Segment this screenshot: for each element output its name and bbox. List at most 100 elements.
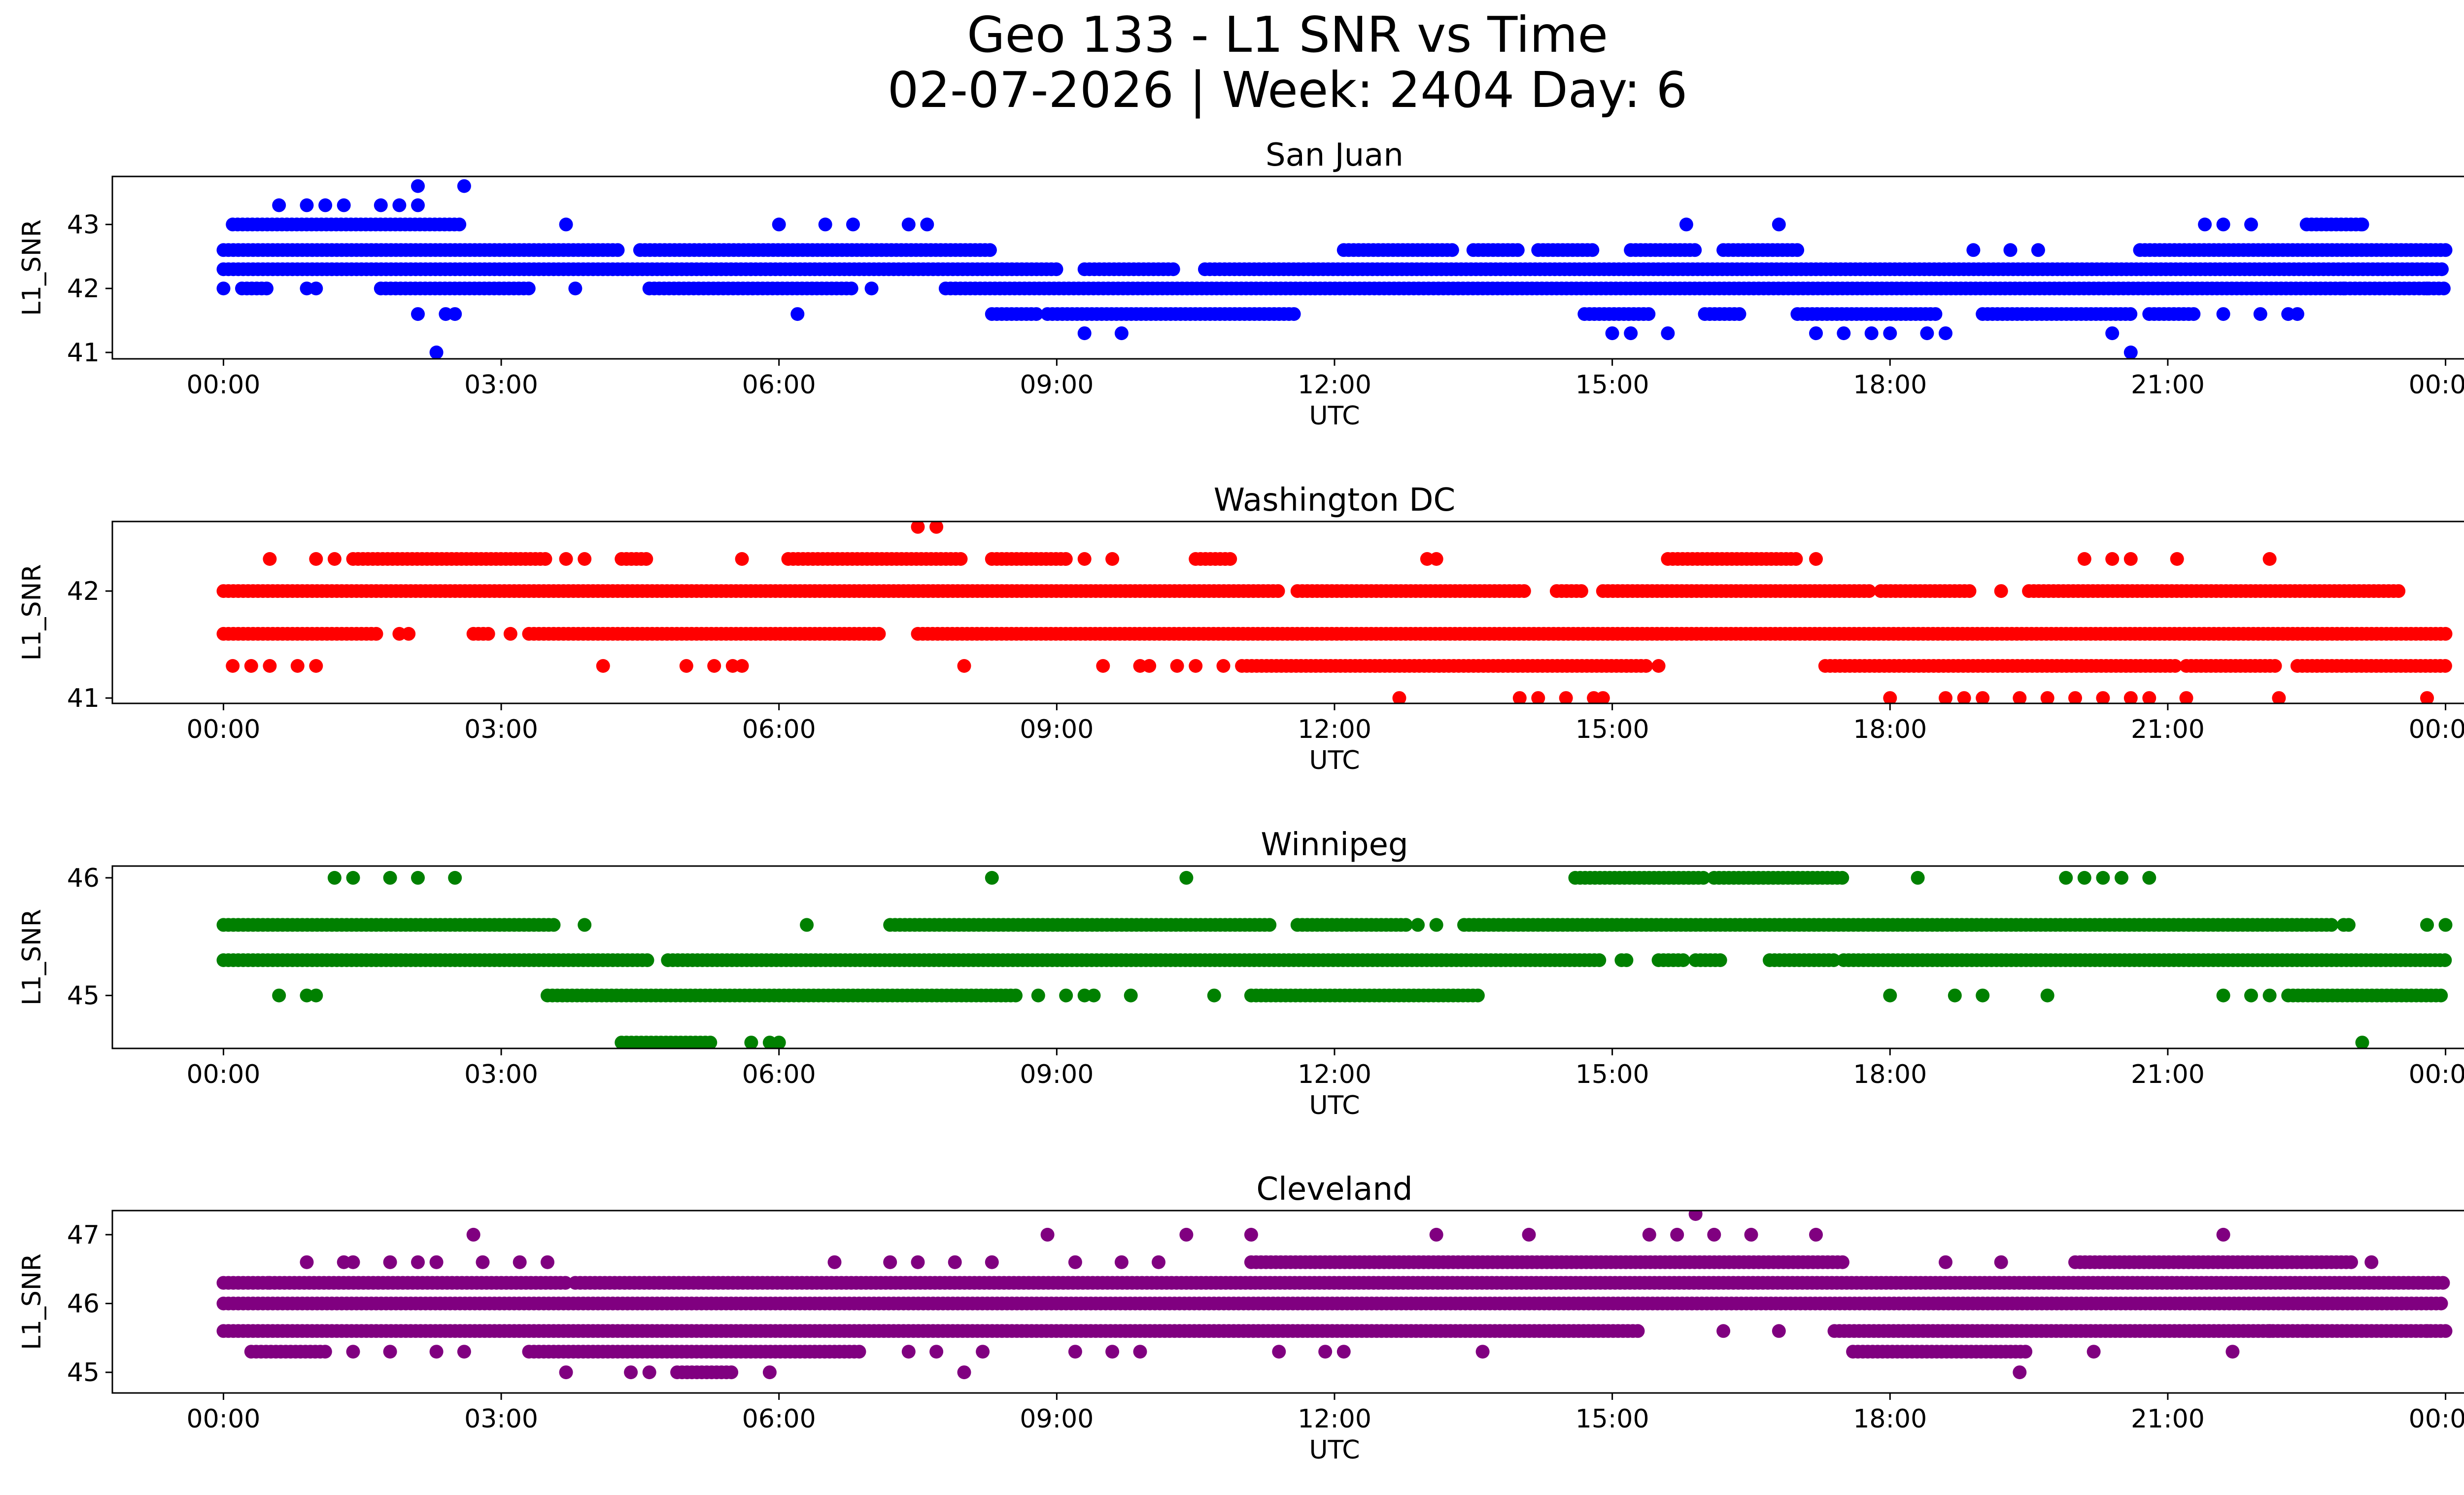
washington-dc-data-point bbox=[1957, 691, 1971, 703]
san-juan-band-4-6 bbox=[2142, 307, 2201, 321]
washington-dc-band-0-5 bbox=[2022, 584, 2406, 598]
san-juan-data-point bbox=[2435, 262, 2449, 277]
washington-dc-data-point bbox=[1223, 552, 1237, 566]
washington-dc-data-point bbox=[2123, 691, 2138, 703]
san-juan-data-point bbox=[2105, 326, 2120, 341]
winnipeg-data-point bbox=[1087, 988, 1101, 1003]
san-juan-xtick-label: 18:00 bbox=[1853, 370, 1927, 400]
san-juan-data-point bbox=[260, 281, 274, 296]
washington-dc-data-point bbox=[1170, 659, 1184, 673]
san-juan-data-point bbox=[846, 217, 860, 232]
washington-dc-markers bbox=[216, 522, 2453, 703]
washington-dc-data-point bbox=[2040, 691, 2054, 703]
san-juan-data-point bbox=[559, 217, 573, 232]
winnipeg-data-point bbox=[2096, 870, 2110, 885]
san-juan-data-point bbox=[1679, 217, 1693, 232]
washington-dc-band-3-1 bbox=[1818, 659, 2182, 673]
san-juan-data-point bbox=[452, 217, 467, 232]
washington-dc-xtick-label: 09:00 bbox=[1020, 715, 1094, 744]
winnipeg-band-1-2 bbox=[1614, 953, 1634, 967]
washington-dc-band-3-0 bbox=[1235, 659, 1653, 673]
winnipeg-data-point bbox=[1696, 870, 1711, 885]
san-juan-data-point bbox=[1605, 326, 1619, 341]
san-juan-band-4-1 bbox=[1040, 307, 1301, 321]
san-juan-data-point bbox=[1445, 243, 1459, 257]
winnipeg-data-point bbox=[744, 1036, 758, 1048]
washington-dc-data-point bbox=[872, 626, 886, 641]
washington-dc-data-point bbox=[2123, 552, 2138, 566]
washington-dc-data-point bbox=[402, 626, 416, 641]
winnipeg-band-0-4 bbox=[2336, 918, 2356, 932]
winnipeg-data-point bbox=[2216, 988, 2230, 1003]
san-juan-xlabel: UTC bbox=[1309, 401, 1360, 431]
washington-dc-data-point bbox=[1883, 691, 1897, 703]
washington-dc-data-point bbox=[1517, 584, 1531, 598]
washington-dc-data-point bbox=[1512, 691, 1527, 703]
winnipeg-data-point bbox=[2077, 870, 2091, 885]
san-juan-data-point bbox=[448, 307, 462, 321]
washington-dc-data-point bbox=[2168, 659, 2182, 673]
winnipeg-band-0-0 bbox=[216, 918, 561, 932]
san-juan-data-point bbox=[1772, 217, 1786, 232]
winnipeg-data-point bbox=[547, 918, 561, 932]
winnipeg-data-point bbox=[2438, 918, 2453, 932]
washington-dc-data-point bbox=[2096, 691, 2110, 703]
winnipeg-band-1-6 bbox=[1837, 953, 2452, 967]
san-juan-data-point bbox=[429, 346, 444, 359]
san-juan-band-0-1 bbox=[633, 243, 997, 257]
winnipeg-data-point bbox=[1592, 953, 1607, 967]
washington-dc-data-point bbox=[707, 659, 721, 673]
washington-dc-data-point bbox=[244, 659, 258, 673]
winnipeg-data-point bbox=[1399, 918, 1413, 932]
san-juan-data-point bbox=[1790, 243, 1805, 257]
san-juan-xtick-label: 00:00 bbox=[2409, 370, 2464, 400]
san-juan-data-point bbox=[457, 179, 471, 193]
san-juan-data-point bbox=[2336, 281, 2351, 296]
washington-dc-data-point bbox=[1096, 659, 1110, 673]
san-juan-data-point bbox=[337, 198, 351, 212]
washington-dc-band-1-1 bbox=[466, 626, 495, 641]
winnipeg-data-point bbox=[2341, 918, 2356, 932]
washington-dc-data-point bbox=[538, 552, 552, 566]
washington-dc-data-point bbox=[1574, 584, 1588, 598]
washington-dc-data-point bbox=[1559, 691, 1573, 703]
washington-dc-ytick-label: 42 bbox=[67, 577, 100, 606]
san-juan-data-point bbox=[1966, 243, 1981, 257]
san-juan-data-point bbox=[1661, 326, 1675, 341]
winnipeg-data-point bbox=[2244, 988, 2258, 1003]
winnipeg-data-point bbox=[2420, 918, 2434, 932]
winnipeg-band-0-2 bbox=[1290, 918, 1413, 932]
washington-dc-data-point bbox=[2142, 691, 2156, 703]
washington-dc-data-point bbox=[1531, 691, 1545, 703]
washington-dc-data-point bbox=[1105, 552, 1120, 566]
winnipeg-ytick-label: 46 bbox=[67, 864, 100, 893]
washington-dc-xtick-label: 06:00 bbox=[742, 715, 816, 744]
washington-dc-data-point bbox=[559, 552, 573, 566]
washington-dc-band-1-0 bbox=[216, 626, 383, 641]
san-juan-band-2-0 bbox=[235, 281, 274, 296]
figure-title: Geo 133 - L1 SNR vs Time 02-07-2026 | We… bbox=[0, 7, 2464, 118]
san-juan-data-point bbox=[2392, 281, 2406, 296]
cleveland-band-0-2 bbox=[568, 1276, 2450, 1290]
washington-dc-data-point bbox=[1216, 659, 1231, 673]
cleveland-subplot-title: Cleveland bbox=[1256, 1171, 1412, 1208]
winnipeg-data-point bbox=[309, 988, 323, 1003]
washington-dc-data-point bbox=[639, 552, 653, 566]
san-juan-data-point bbox=[2216, 307, 2230, 321]
washington-dc-data-point bbox=[2013, 691, 2027, 703]
san-juan-xtick-label: 09:00 bbox=[1020, 370, 1094, 400]
winnipeg-data-point bbox=[1059, 988, 1073, 1003]
washington-dc-data-point bbox=[1059, 552, 1073, 566]
san-juan-data-point bbox=[392, 198, 407, 212]
winnipeg-ylabel: L1_SNR bbox=[17, 909, 47, 1006]
cleveland-data-point bbox=[2434, 1296, 2448, 1311]
winnipeg-band-1-5 bbox=[1763, 953, 1841, 967]
washington-dc-band-2-1 bbox=[615, 552, 653, 566]
washington-dc-data-point bbox=[735, 552, 749, 566]
washington-dc-xtick-label: 00:00 bbox=[187, 715, 261, 744]
san-juan-data-point bbox=[411, 198, 425, 212]
winnipeg-data-point bbox=[2355, 1036, 2369, 1048]
san-juan-data-point bbox=[1864, 326, 1879, 341]
